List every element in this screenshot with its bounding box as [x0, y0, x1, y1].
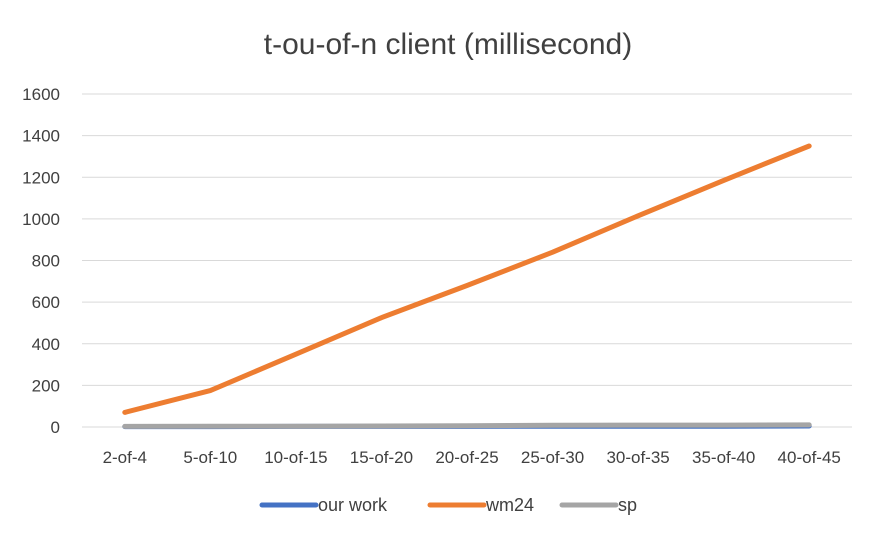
legend: our work wm24 sp [259, 495, 637, 515]
y-tick-label: 400 [32, 335, 60, 354]
x-tick-label: 5-of-10 [183, 448, 237, 467]
x-tick-label: 30-of-35 [606, 448, 669, 467]
x-tick-label: 20-of-25 [435, 448, 498, 467]
y-axis-ticks: 0 200 400 600 800 1000 1200 1400 1600 [22, 85, 60, 437]
y-tick-label: 1400 [22, 127, 60, 146]
legend-label-our-work: our work [318, 495, 388, 515]
y-tick-label: 600 [32, 293, 60, 312]
x-axis-ticks: 2-of-4 5-of-10 10-of-15 15-of-20 20-of-25 25-… [103, 448, 841, 467]
x-tick-label: 15-of-20 [350, 448, 413, 467]
x-tick-label: 35-of-40 [692, 448, 755, 467]
gridlines [82, 93, 852, 428]
series-line-sp [122, 422, 812, 429]
x-tick-label: 10-of-15 [264, 448, 327, 467]
y-tick-label: 0 [51, 418, 60, 437]
legend-label-wm24: wm24 [485, 495, 534, 515]
y-tick-label: 1000 [22, 210, 60, 229]
series-lines [122, 143, 812, 430]
y-tick-label: 1600 [22, 85, 60, 104]
y-tick-label: 1200 [22, 168, 60, 187]
series-line-wm24 [122, 143, 812, 415]
x-tick-label: 2-of-4 [103, 448, 147, 467]
chart-title: t-ou-of-n client (millisecond) [264, 28, 632, 61]
y-tick-label: 800 [32, 252, 60, 271]
y-tick-label: 200 [32, 376, 60, 395]
x-tick-label: 40-of-45 [778, 448, 841, 467]
x-tick-label: 25-of-30 [521, 448, 584, 467]
legend-label-sp: sp [618, 495, 637, 515]
